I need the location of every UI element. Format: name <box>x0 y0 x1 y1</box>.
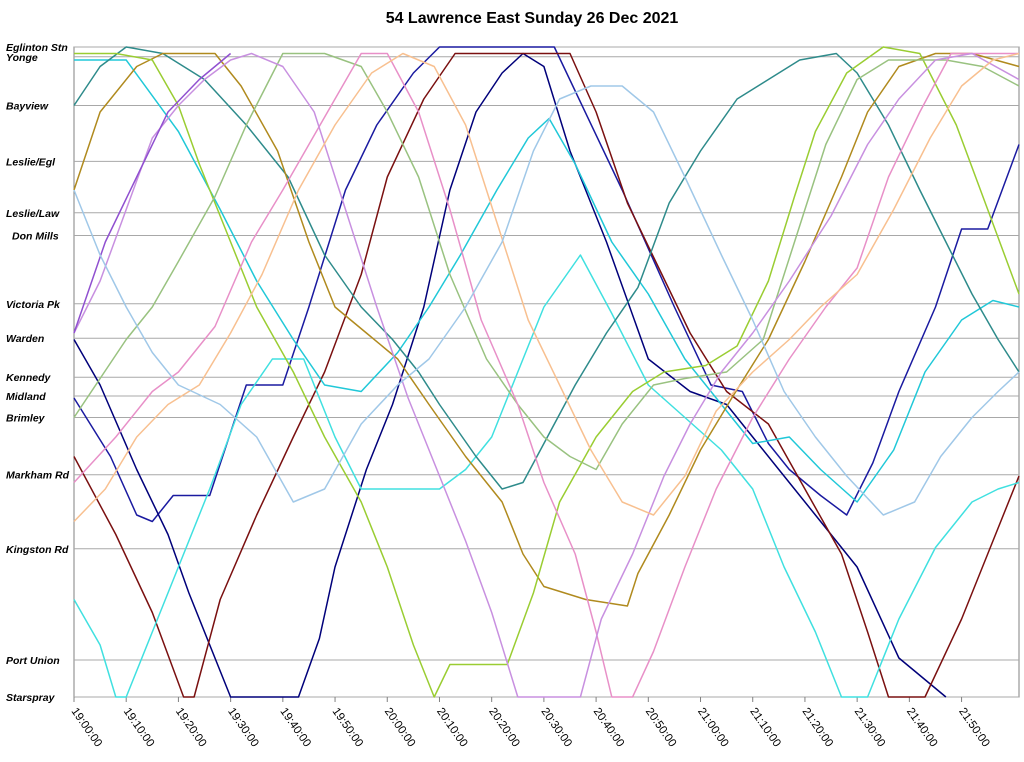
time-tick-label: 21:20:00 <box>799 706 835 750</box>
vehicle-trace-11 <box>73 52 1020 698</box>
vehicle-trace-14 <box>73 85 1020 516</box>
vehicle-trace-7 <box>73 52 1020 607</box>
vehicle-trace-13 <box>73 52 1020 523</box>
time-labels: 19:00:00 19:10:00 19:20:00 19:30:00 19:40:00… <box>69 706 992 750</box>
stop-label: Leslie/Egl <box>6 156 56 168</box>
stop-label: Starspray <box>6 692 56 704</box>
time-tick-label: 21:00:00 <box>695 706 731 750</box>
vehicle-trace-8 <box>74 46 1020 698</box>
vehicle-trace-4 <box>73 254 1020 698</box>
time-tick-label: 19:40:00 <box>277 706 313 750</box>
vehicle-trace-9 <box>73 52 1020 471</box>
time-tick-label: 21:30:00 <box>852 706 888 750</box>
time-tick-label: 20:00:00 <box>382 706 418 750</box>
stop-label: Leslie/Law <box>6 208 60 220</box>
plot-area-frame <box>73 46 1020 698</box>
stop-label: Kennedy <box>6 372 52 384</box>
vehicle-trace-3 <box>73 52 1020 698</box>
time-tick-label: 20:20:00 <box>486 706 522 750</box>
vehicle-trace-2 <box>73 52 947 698</box>
vehicle-trace-6 <box>73 46 1020 490</box>
time-tick-label: 20:30:00 <box>538 706 574 750</box>
stop-label: Midland <box>6 391 46 403</box>
chart-title: 54 Lawrence East Sunday 26 Dec 2021 <box>385 10 679 27</box>
series-lines <box>73 46 1020 698</box>
time-tick-label: 19:10:00 <box>121 706 157 750</box>
stop-label: Bayview <box>6 101 49 113</box>
stop-label: Kingston Rd <box>6 544 69 556</box>
time-tick-label: 19:30:00 <box>225 706 261 750</box>
time-tick-label: 19:20:00 <box>173 706 209 750</box>
time-tick-label: 21:10:00 <box>747 706 783 750</box>
vehicle-trace-1 <box>73 46 1020 523</box>
stop-label: Brimley <box>6 413 46 425</box>
grid-lines <box>73 46 1019 702</box>
vehicle-trace-10 <box>73 52 1019 698</box>
time-tick-label: 21:50:00 <box>956 706 992 750</box>
stop-label: Warden <box>6 333 44 345</box>
time-tick-label: 20:40:00 <box>591 706 627 750</box>
stop-label: Victoria Pk <box>6 299 61 311</box>
time-tick-label: 21:40:00 <box>904 706 940 750</box>
stop-label: Markham Rd <box>6 470 70 482</box>
stop-label: Port Union <box>6 655 60 667</box>
vehicle-trace-5 <box>74 59 1020 503</box>
time-tick-label: 19:00:00 <box>69 706 105 750</box>
stop-label: Eglinton Stn <box>6 42 68 54</box>
time-tick-label: 20:10:00 <box>434 706 470 750</box>
time-tick-label: 20:50:00 <box>643 706 679 750</box>
time-tick-label: 19:50:00 <box>330 706 366 750</box>
stop-label: Yonge <box>6 52 38 64</box>
stop-label: Don Mills <box>12 231 59 243</box>
vehicle-trace-12 <box>73 52 232 334</box>
